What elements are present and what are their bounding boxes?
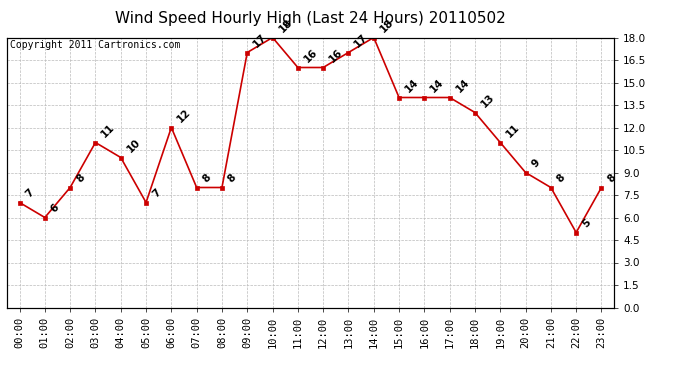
Text: 11: 11 [504,122,522,140]
Text: 14: 14 [403,77,421,95]
Text: 7: 7 [150,188,163,200]
Text: 5: 5 [580,217,593,230]
Text: 7: 7 [23,188,36,200]
Text: 12: 12 [175,107,193,125]
Text: 6: 6 [49,202,61,215]
Text: 8: 8 [75,172,86,185]
Text: 13: 13 [479,92,496,110]
Text: 14: 14 [454,77,471,95]
Text: 11: 11 [99,122,117,140]
Text: Copyright 2011 Cartronics.com: Copyright 2011 Cartronics.com [10,40,180,50]
Text: 14: 14 [428,77,446,95]
Text: 10: 10 [125,137,142,155]
Text: Wind Speed Hourly High (Last 24 Hours) 20110502: Wind Speed Hourly High (Last 24 Hours) 2… [115,11,506,26]
Text: 16: 16 [302,47,319,65]
Text: 8: 8 [555,172,567,185]
Text: 17: 17 [353,32,370,50]
Text: 16: 16 [327,47,344,65]
Text: 9: 9 [530,158,542,170]
Text: 8: 8 [201,172,213,185]
Text: 18: 18 [378,17,395,35]
Text: 8: 8 [606,172,618,185]
Text: 18: 18 [277,17,294,35]
Text: 8: 8 [226,172,238,185]
Text: 17: 17 [251,32,269,50]
